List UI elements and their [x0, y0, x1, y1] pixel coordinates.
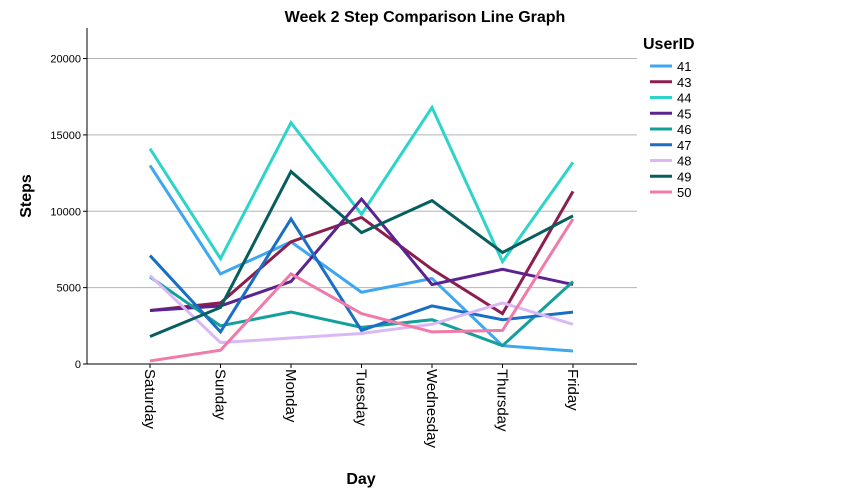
- series-line-44: [148, 104, 575, 265]
- y-tick-label: 10000: [50, 206, 81, 218]
- series-line-46: [149, 275, 575, 348]
- legend-label-45: 45: [677, 106, 691, 121]
- x-axis-label: Day: [346, 471, 375, 488]
- y-tick-label: 0: [75, 359, 81, 371]
- x-tick-label: Sunday: [212, 369, 229, 420]
- gridlines: [87, 58, 637, 289]
- legend-label-41: 41: [677, 59, 691, 74]
- y-tick-label: 5000: [57, 283, 81, 295]
- x-tick-labels: Saturday Sunday Monday Tuesday Wednesday Thur…: [141, 364, 581, 448]
- legend-label-49: 49: [677, 169, 691, 184]
- series-line-48: [148, 274, 574, 345]
- series-line-43: [149, 190, 575, 316]
- series-line-50: [149, 218, 575, 363]
- x-tick-label: Monday: [282, 369, 299, 423]
- legend-label-46: 46: [677, 122, 691, 137]
- legend-label-44: 44: [677, 91, 691, 106]
- y-tick-label: 15000: [50, 130, 81, 142]
- x-tick-label: Tuesday: [353, 369, 370, 426]
- y-axis-label: Steps: [18, 174, 35, 218]
- series-line-47: [148, 216, 574, 335]
- series-lines: [148, 104, 575, 363]
- legend-label-50: 50: [677, 185, 691, 200]
- legend-label-43: 43: [677, 75, 691, 90]
- legend-label-47: 47: [677, 138, 691, 153]
- legend-label-48: 48: [677, 154, 691, 169]
- x-tick-label: Thursday: [494, 369, 511, 432]
- y-tick-labels: 0 5000 10000 15000 20000: [50, 54, 87, 371]
- x-tick-label: Wednesday: [423, 369, 440, 448]
- legend-title: UserID: [643, 36, 695, 53]
- chart-title: Week 2 Step Comparison Line Graph: [285, 9, 566, 26]
- x-tick-label: Friday: [564, 369, 581, 411]
- series-line-49: [149, 169, 574, 338]
- y-tick-label: 20000: [50, 54, 81, 66]
- x-tick-label: Saturday: [141, 369, 158, 430]
